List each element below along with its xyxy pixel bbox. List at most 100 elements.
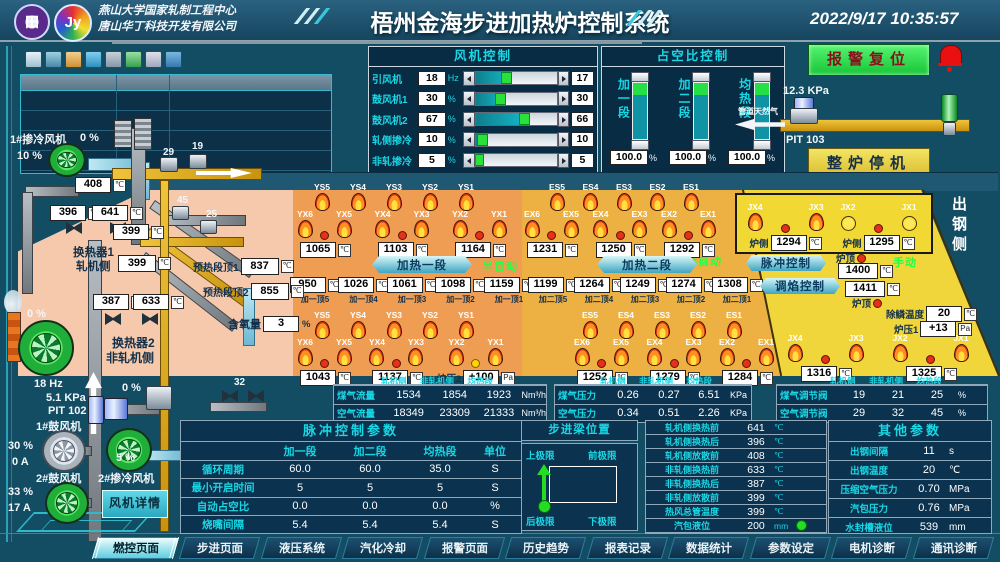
oxygen-readout: 含氧量 3% [228, 316, 311, 332]
valve-position: 25 [206, 209, 218, 220]
nav-tab[interactable]: 电机诊断 [830, 537, 913, 559]
slider-left-arrow[interactable] [463, 152, 475, 168]
nav-tab[interactable]: 报警页面 [423, 537, 506, 559]
flame-icon [487, 348, 503, 366]
toolbar-icon[interactable] [85, 51, 102, 68]
duty-slider[interactable] [691, 72, 710, 150]
divider [169, 75, 170, 173]
beam-arrow-stem [542, 474, 546, 502]
fan-setpoint-value[interactable]: 10 [418, 132, 446, 147]
slider-track[interactable] [692, 81, 709, 141]
fan-slider[interactable] [474, 153, 558, 167]
toolbar-icon[interactable] [125, 51, 142, 68]
temp-readout: 641 ℃ [92, 205, 143, 221]
slider-track[interactable] [632, 81, 649, 141]
fan-setpoint-value[interactable]: 67 [418, 111, 446, 127]
toolbar-icon[interactable] [45, 51, 62, 68]
fan-slider[interactable] [474, 71, 558, 85]
slider-left-arrow[interactable] [463, 111, 475, 127]
nav-tab[interactable]: 报表记录 [586, 537, 669, 559]
fan-setpoint-value[interactable]: 30 [418, 91, 446, 106]
fan-details-button[interactable]: 风机详情 [102, 490, 168, 518]
fan-slider[interactable] [474, 132, 558, 147]
status-dot [684, 231, 693, 240]
preheat2-temp: 预热段顶2 855 ℃ [203, 283, 304, 300]
burner-row-upper: YS5 YS4 YS3 YS2 YS1 [310, 183, 478, 211]
toolbar-icon[interactable] [165, 51, 182, 68]
nav-tab[interactable]: 历史趋势 [505, 537, 587, 559]
fan-setpoint-value[interactable]: 18 [418, 70, 446, 86]
nav-tab[interactable]: 步进页面 [179, 537, 262, 559]
burner-pair: EX2 EX1 1292 ℃ [657, 210, 720, 258]
slider-down-button[interactable] [691, 140, 710, 150]
status-dot [669, 359, 679, 368]
flame-icon [683, 193, 699, 211]
fan-slider[interactable] [474, 91, 558, 106]
flame-icon [422, 193, 438, 211]
limit-label: 后极限 [526, 517, 555, 528]
nav-tab[interactable]: 汽化冷却 [342, 537, 424, 559]
temp-value: 1295 [863, 235, 900, 251]
table-row: 非轧侧换热前 633 ℃ [646, 463, 826, 477]
slider-right-arrow[interactable] [557, 91, 569, 106]
nav-tab[interactable]: 数据统计 [668, 537, 750, 559]
nav-tab[interactable]: 通讯诊断 [912, 537, 995, 559]
flow-arrow-left [735, 119, 785, 130]
heat-exchanger-icon [114, 120, 132, 148]
slider-down-button[interactable] [631, 140, 650, 150]
slider-right-arrow[interactable] [557, 152, 569, 168]
temp-readout: 399 ℃ [118, 255, 171, 272]
slider-up-button[interactable] [691, 72, 710, 82]
slider-right-arrow[interactable] [557, 111, 569, 127]
datetime-display: 2022/9/17 10:35:57 [810, 9, 959, 28]
slider-up-button[interactable] [752, 72, 771, 82]
hx1-label: 换热器1 [73, 247, 114, 259]
toolbar-icon[interactable] [25, 51, 42, 68]
fan-slider[interactable] [474, 112, 558, 126]
slider-left-arrow[interactable] [463, 132, 475, 147]
slider-right-arrow[interactable] [557, 132, 569, 147]
param-row: 出钢间隔 11 s [829, 442, 991, 461]
slider-down-button[interactable] [752, 140, 771, 150]
fan-setpoint-value[interactable]: 5 [418, 152, 446, 168]
beam-path-rect [549, 466, 617, 503]
flame-icon [848, 344, 864, 362]
flame-icon [747, 213, 763, 231]
table-title: 其他参数 [829, 421, 991, 442]
nav-tab[interactable]: 液压系统 [260, 537, 343, 559]
limit-label: 前极限 [588, 451, 617, 462]
slider-left-arrow[interactable] [463, 70, 475, 86]
flame-icon [350, 321, 366, 339]
pulse-control-button[interactable]: 脉冲控制 [746, 255, 826, 271]
zone-temp: 1264 ℃ 加二顶4 [573, 277, 625, 305]
toolbar-icon[interactable] [145, 51, 162, 68]
flame-control-button[interactable]: 调焰控制 [760, 278, 840, 294]
alarm-reset-button[interactable]: 报警复位 [808, 44, 930, 76]
toolbar-icon[interactable] [105, 51, 122, 68]
fan-label: 鼓风机2 [372, 115, 408, 127]
fan2-pct: 5 % [116, 452, 135, 464]
toolbar-icon[interactable] [65, 51, 82, 68]
status-dot [615, 231, 625, 240]
nav-tab[interactable]: 参数设定 [749, 537, 832, 559]
slider-left-arrow[interactable] [463, 91, 475, 106]
alarm-list-header [21, 75, 331, 91]
burner-label: YS4 [349, 182, 367, 192]
limit-label: 上极限 [526, 451, 555, 462]
burner: YS1 [454, 183, 478, 211]
steam-icon [4, 290, 22, 314]
burner-row-upper: YS5 YS4 YS3 YS2 YS1 [310, 311, 478, 339]
nav-tab[interactable]: 燃控页面 [91, 537, 180, 559]
flame-icon [491, 220, 507, 238]
slider-right-arrow[interactable] [557, 70, 569, 86]
zone-temp: 1308 ℃ 加二顶1 [711, 277, 763, 305]
decor-slashes [625, 10, 663, 26]
duty-slider[interactable] [631, 72, 650, 150]
flame-icon [618, 321, 634, 339]
slider-up-button[interactable] [631, 72, 650, 82]
temp-value: 1316 [801, 366, 837, 382]
temp-value: 1103 [377, 242, 414, 258]
burner-pair: EX6 EX5 1252 ℃ [570, 338, 633, 386]
pipe [243, 288, 255, 346]
blower1-amps: 0 A [12, 456, 29, 468]
